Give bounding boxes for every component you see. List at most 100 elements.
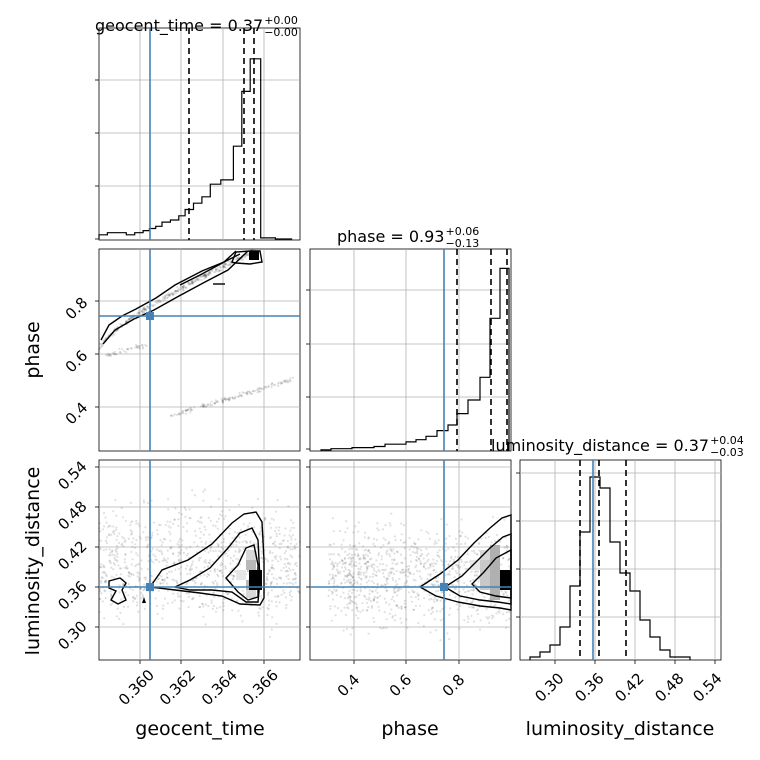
sample-point [280,577,283,580]
sample-point [185,583,188,586]
sample-point [406,570,410,573]
sample-point [143,588,146,591]
sample-point [385,579,388,583]
sample-point [274,383,277,386]
y-tick-label: 0.30 [54,617,90,653]
sample-point [382,569,385,572]
sample-point [158,560,161,564]
sample-point [216,527,219,530]
sample-point [118,532,121,535]
sample-point [436,580,439,583]
sample-point [331,575,334,579]
sample-point [210,601,213,604]
sample-point [176,289,179,292]
sample-point [128,587,132,590]
sample-point [349,596,352,599]
sample-point [232,543,235,546]
sample-point [237,256,240,259]
sample-point [224,397,227,400]
sample-point [418,575,422,578]
sample-point [385,577,388,580]
sample-point [200,278,203,282]
sample-point [133,546,137,549]
sample-point [201,602,204,605]
sample-point [434,583,437,587]
sample-point [365,609,368,612]
density-cell [246,590,256,598]
sample-point [382,544,385,547]
sample-point [234,258,237,261]
sample-point [160,575,163,578]
sample-point [223,396,226,399]
sample-point [245,392,248,395]
sample-point [105,353,108,356]
sample-point [455,572,458,575]
sample-point [182,551,185,555]
sample-point [137,610,140,613]
sample-point [227,399,231,402]
sample-point [192,281,195,284]
sample-point [130,530,133,533]
sample-point [194,582,197,585]
sample-point [202,605,205,608]
sample-point [399,553,402,556]
sample-point [490,541,493,544]
sample-point [404,606,407,609]
sample-point [445,560,448,563]
sample-point [349,573,352,576]
sample-point [108,548,111,551]
y-ticks [306,466,310,628]
sample-point [208,559,212,562]
sample-point [159,582,162,585]
sample-point [357,567,360,570]
sample-point [161,607,164,611]
sample-point [203,405,206,408]
sample-point [198,527,201,530]
sample-point [500,590,503,593]
sample-point [328,582,331,585]
sample-point [124,553,127,556]
sample-point [218,269,221,273]
sample-point [354,548,357,551]
sample-point [168,530,171,534]
sample-point [366,567,369,570]
sample-point [476,570,480,573]
sample-point [440,581,443,584]
sample-point [264,517,267,520]
y-ticks-luminosity [95,466,99,628]
title-plus: +0.04 [710,434,744,447]
sample-point [267,607,270,611]
sample-point [391,562,394,565]
sample-point [265,386,268,389]
sample-point [404,569,407,572]
sample-point [187,595,190,599]
sample-point [399,617,402,620]
sample-point [402,541,405,545]
sample-point [202,499,205,502]
sample-point [417,538,420,541]
sample-point [437,554,440,557]
sample-point [130,573,133,576]
sample-point [392,578,395,582]
sample-point [347,580,350,584]
sample-point [358,557,361,560]
sample-point [189,569,192,572]
sample-point [404,606,407,609]
sample-point [377,568,380,571]
sample-point [123,537,126,540]
sample-point [101,528,105,531]
sample-point [217,544,220,547]
sample-point [202,615,205,618]
sample-point [261,552,264,555]
sample-point [343,574,346,578]
sample-point [414,604,418,608]
sample-point [414,579,417,582]
sample-point [130,316,133,319]
sample-point [390,608,393,611]
sample-point [471,601,474,604]
sample-point [425,554,429,557]
sample-point [400,587,403,590]
sample-point [115,544,119,548]
sample-point [362,553,365,557]
sample-point [167,294,170,297]
